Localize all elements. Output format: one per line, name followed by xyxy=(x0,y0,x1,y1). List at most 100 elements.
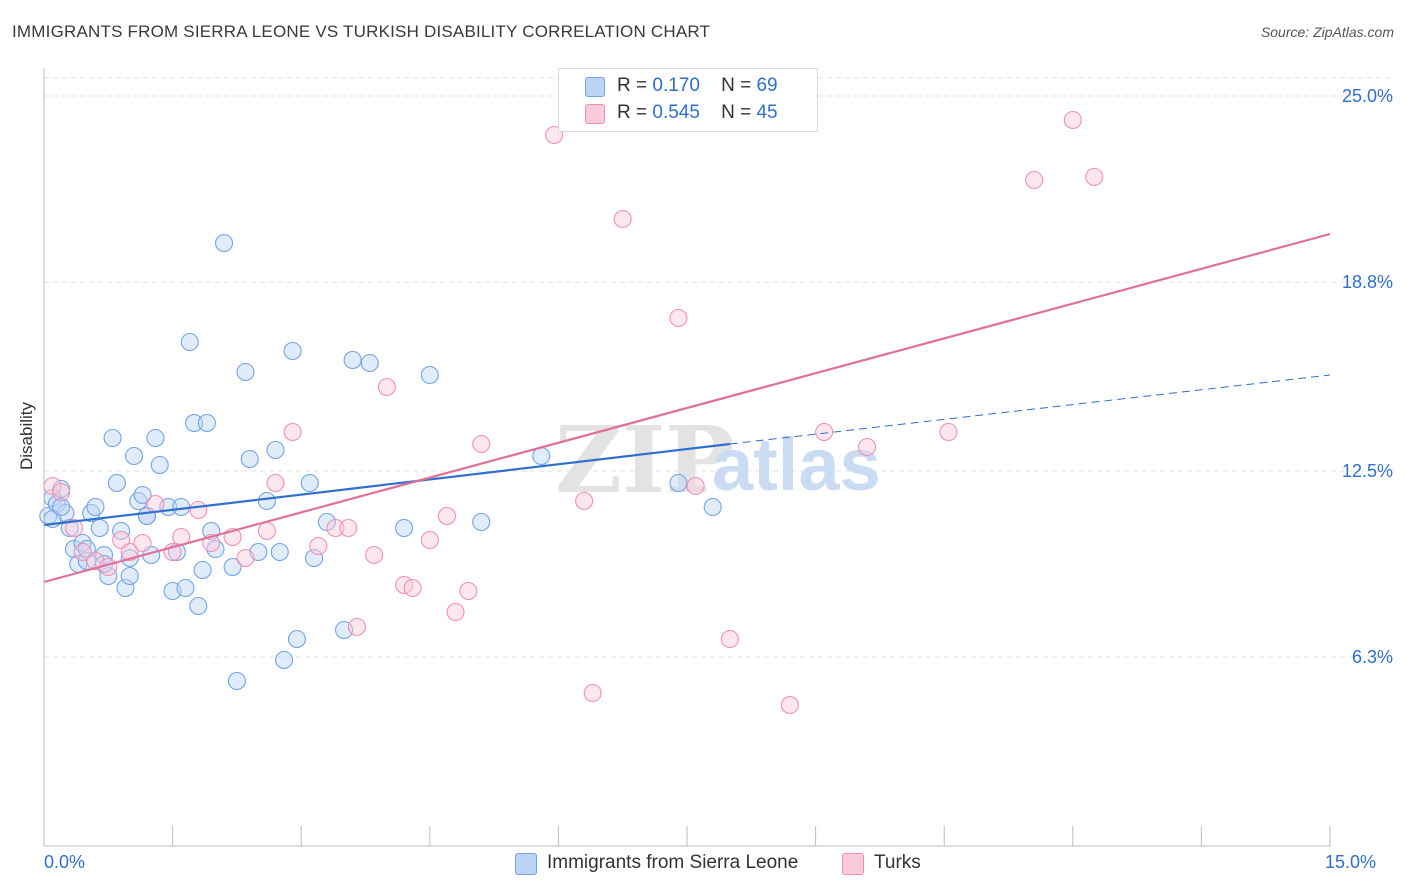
trend-line-sierra-leone xyxy=(43,442,730,527)
y-tick-label: 12.5% xyxy=(1342,461,1393,481)
point-turks xyxy=(1063,110,1082,130)
point-turks xyxy=(266,473,285,493)
point-sierra-leone xyxy=(133,485,152,505)
point-turks xyxy=(403,578,422,598)
point-sierra-leone xyxy=(266,440,285,460)
point-sierra-leone xyxy=(197,413,216,433)
legend-n-label: N = xyxy=(721,75,752,96)
point-sierra-leone xyxy=(214,233,234,253)
point-turks xyxy=(575,491,594,511)
point-turks xyxy=(283,422,302,442)
point-turks xyxy=(120,542,139,562)
bottom-legend-swatch-sierra-leone xyxy=(515,853,537,875)
point-sierra-leone xyxy=(227,671,246,691)
legend-n-value: 45 xyxy=(756,102,778,123)
y-tick-label: 25.0% xyxy=(1342,86,1393,106)
point-sierra-leone xyxy=(343,350,362,370)
point-sierra-leone xyxy=(305,548,324,568)
point-sierra-leone xyxy=(107,473,126,493)
point-turks xyxy=(459,581,478,601)
data-points xyxy=(39,110,1104,715)
point-sierra-leone xyxy=(703,497,722,517)
source-label: Source: ZipAtlas.com xyxy=(1260,24,1394,40)
point-sierra-leone xyxy=(86,497,105,517)
point-turks xyxy=(815,422,834,442)
point-turks xyxy=(52,482,71,502)
watermark-zip: ZIP xyxy=(555,406,734,514)
point-turks xyxy=(365,545,384,565)
point-turks xyxy=(720,629,739,649)
legend-r-label: R = xyxy=(617,75,648,96)
point-sierra-leone xyxy=(103,428,122,448)
point-turks xyxy=(857,437,877,457)
point-sierra-leone xyxy=(257,491,276,511)
point-sierra-leone xyxy=(176,578,195,598)
point-turks xyxy=(1025,170,1044,190)
trend-lines xyxy=(43,232,1331,584)
point-sierra-leone xyxy=(116,578,135,598)
point-turks xyxy=(437,506,456,526)
axes xyxy=(43,68,1331,847)
point-sierra-leone xyxy=(90,518,109,538)
point-turks xyxy=(686,476,705,496)
legend-r-label: R = xyxy=(617,102,648,123)
point-turks xyxy=(780,695,799,715)
point-turks xyxy=(73,542,92,562)
x-tick-label-max: 15.0% xyxy=(1325,852,1377,872)
point-turks xyxy=(326,518,345,538)
point-turks xyxy=(189,500,208,520)
point-turks xyxy=(347,617,366,637)
point-sierra-leone xyxy=(472,512,491,532)
point-turks xyxy=(309,536,328,556)
bottom-legend-label: Immigrants from Sierra Leone xyxy=(547,852,799,873)
y-tick-label: 18.8% xyxy=(1342,272,1393,292)
point-sierra-leone xyxy=(189,596,208,616)
legend-r-value: 0.545 xyxy=(652,102,700,123)
point-sierra-leone xyxy=(275,650,294,670)
point-turks xyxy=(583,683,602,703)
point-sierra-leone xyxy=(283,341,302,361)
point-turks xyxy=(420,530,439,550)
point-sierra-leone xyxy=(146,428,165,448)
point-turks xyxy=(472,434,491,454)
point-sierra-leone xyxy=(420,365,439,385)
x-tick-label-min: 0.0% xyxy=(44,852,86,872)
watermark: ZIP atlas xyxy=(555,406,881,514)
point-sierra-leone xyxy=(180,332,199,352)
point-turks xyxy=(64,518,84,538)
bottom-legend-swatch-turks xyxy=(842,853,864,875)
chart-title: IMMIGRANTS FROM SIERRA LEONE VS TURKISH … xyxy=(12,22,711,41)
legend-swatch-sierra-leone xyxy=(585,77,605,97)
point-turks xyxy=(133,533,152,553)
point-turks xyxy=(1085,167,1104,187)
y-tick-labels: 25.0% 18.8% 12.5% 6.3% xyxy=(1342,86,1393,667)
point-sierra-leone xyxy=(270,542,289,562)
y-axis-label: Disability xyxy=(17,401,36,470)
trend-line-turks xyxy=(43,232,1331,584)
trend-line-sierra-leone-extension xyxy=(729,374,1331,445)
point-sierra-leone xyxy=(669,473,688,493)
point-turks xyxy=(377,377,396,397)
point-turks xyxy=(669,308,688,328)
point-sierra-leone xyxy=(150,455,169,475)
point-turks xyxy=(339,518,358,538)
point-sierra-leone xyxy=(184,413,204,433)
point-sierra-leone xyxy=(193,560,212,580)
legend-n-label: N = xyxy=(721,102,752,123)
point-sierra-leone xyxy=(124,446,144,466)
point-sierra-leone xyxy=(360,353,379,373)
legend-r-value: 0.170 xyxy=(652,75,700,96)
point-sierra-leone xyxy=(60,518,79,538)
point-sierra-leone xyxy=(240,449,259,469)
legend-n-value: 69 xyxy=(756,75,778,96)
point-turks xyxy=(446,602,465,622)
point-turks xyxy=(613,209,632,229)
watermark-atlas: atlas xyxy=(712,423,881,506)
point-sierra-leone xyxy=(120,566,139,586)
point-sierra-leone xyxy=(236,362,255,382)
point-turks xyxy=(257,521,276,541)
y-tick-label: 6.3% xyxy=(1352,647,1393,667)
point-turks xyxy=(146,494,165,514)
point-sierra-leone xyxy=(223,557,242,577)
